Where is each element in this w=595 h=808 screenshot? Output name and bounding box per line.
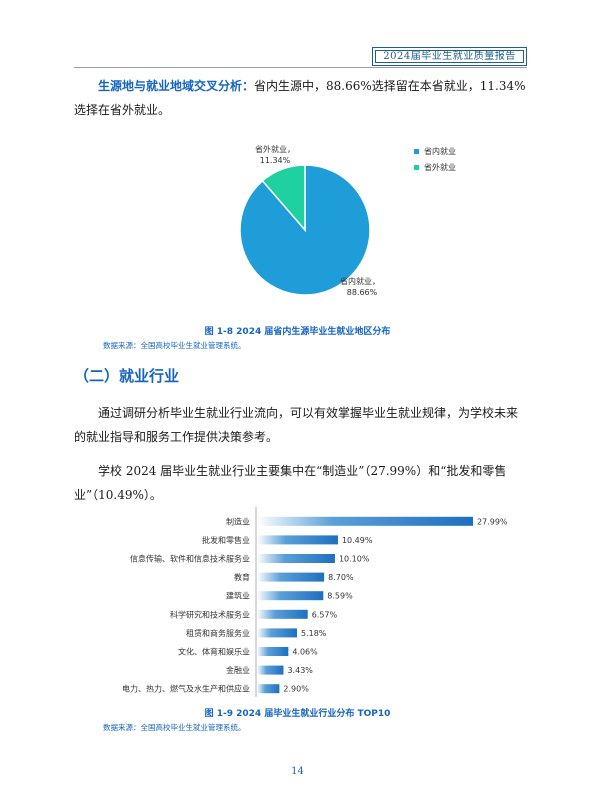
bar-category-label: 文化、体育和娱乐业 xyxy=(178,647,250,657)
legend-item-0: 省内就业 xyxy=(414,143,456,159)
bar-value-label: 6.57% xyxy=(312,610,338,619)
section-title: （二）就业行业 xyxy=(74,367,180,385)
bar-value-label: 2.90% xyxy=(283,685,309,694)
figure-source-2: 数据来源：全国高校毕业生就业管理系统。 xyxy=(103,723,246,732)
bar xyxy=(257,665,284,675)
paragraph-lead: 生源地与就业地域交叉分析： xyxy=(98,79,255,93)
bar-category-label: 建筑业 xyxy=(226,591,250,601)
bar-value-label: 3.43% xyxy=(287,666,313,675)
legend-label: 省外就业 xyxy=(424,162,456,172)
pie-legend: 省内就业 省外就业 xyxy=(414,143,456,175)
pie-label-value-0: 88.66% xyxy=(347,288,378,297)
page-number: 14 xyxy=(291,766,304,777)
pie-label-value-1: 11.34% xyxy=(260,156,291,165)
bar-value-label: 8.59% xyxy=(327,592,353,601)
figure-source-1: 数据来源：全国高校毕业生就业管理系统。 xyxy=(103,341,246,350)
bar-category-label: 科学研究和技术服务业 xyxy=(170,609,250,619)
paragraph-region-analysis: 生源地与就业地域交叉分析：省内生源中，88.66%选择留在本省就业，11.34%… xyxy=(74,74,526,122)
bar-category-label: 批发和零售业 xyxy=(202,535,250,545)
bar-category-label: 金融业 xyxy=(226,665,250,675)
paragraph-industry-summary: 学校 2024 届毕业生就业行业主要集中在“制造业”（27.99%）和“批发和零… xyxy=(74,464,507,502)
bar xyxy=(257,609,308,619)
legend-item-1: 省外就业 xyxy=(414,159,456,175)
bar-category-label: 制造业 xyxy=(226,516,250,526)
bar-chart: 制造业 27.99% 批发和零售业 10.49% 信息传输、软件和信息技术服务业 10.1… xyxy=(74,507,526,701)
pie-label-name-1: 省外就业， xyxy=(255,144,295,154)
paragraph-body: 省内生源中，88.66%选择留在本省就业，11.34%选择在省外就业。 xyxy=(74,79,526,117)
bar-value-label: 27.99% xyxy=(477,517,508,526)
bar-value-label: 8.70% xyxy=(328,573,354,582)
pie-chart: 省内就业， 88.66% 省外就业， 11.34% xyxy=(230,144,430,314)
bar xyxy=(257,628,297,638)
bar-value-label: 4.06% xyxy=(292,648,318,657)
pie-label-name-0: 省内就业， xyxy=(340,276,380,286)
bar-value-label: 10.49% xyxy=(342,536,373,545)
bar-value-label: 10.10% xyxy=(339,555,370,564)
bar-category-label: 租赁和商务服务业 xyxy=(186,628,250,638)
bar-category-label: 教育 xyxy=(234,572,250,582)
header-rule xyxy=(74,67,527,68)
figure-caption-2: 图 1-9 2024 届毕业生就业行业分布 TOP10 xyxy=(204,709,391,719)
bar xyxy=(257,572,325,582)
bar-value-label: 5.18% xyxy=(301,629,327,638)
legend-label: 省内就业 xyxy=(424,146,456,156)
bar xyxy=(257,554,335,563)
report-header-box: 2024届毕业生就业质量报告 xyxy=(372,47,527,66)
figure-caption-1: 图 1-8 2024 届省内生源毕业生就业地区分布 xyxy=(204,327,391,337)
bar xyxy=(257,591,324,601)
legend-swatch xyxy=(414,148,419,154)
bar-category-label: 电力、热力、燃气及水生产和供应业 xyxy=(122,684,250,694)
legend-swatch xyxy=(414,164,419,170)
paragraph-industry-intro: 通过调研分析毕业生就业行业流向，可以有效掌握毕业生就业规律，为学校未来的就业指导… xyxy=(74,406,519,444)
bar xyxy=(257,647,289,656)
bar xyxy=(257,535,338,545)
pie-chart-svg: 省内就业， 88.66% 省外就业， 11.34% xyxy=(239,144,380,297)
report-header-title: 2024届毕业生就业质量报告 xyxy=(375,50,524,63)
pie-slice-1 xyxy=(261,164,306,233)
bar xyxy=(257,516,473,526)
bar xyxy=(257,684,280,694)
bar-category-label: 信息传输、软件和信息技术服务业 xyxy=(130,554,250,564)
bar-chart-svg: 制造业 27.99% 批发和零售业 10.49% 信息传输、软件和信息技术服务业 10.1… xyxy=(122,507,508,698)
